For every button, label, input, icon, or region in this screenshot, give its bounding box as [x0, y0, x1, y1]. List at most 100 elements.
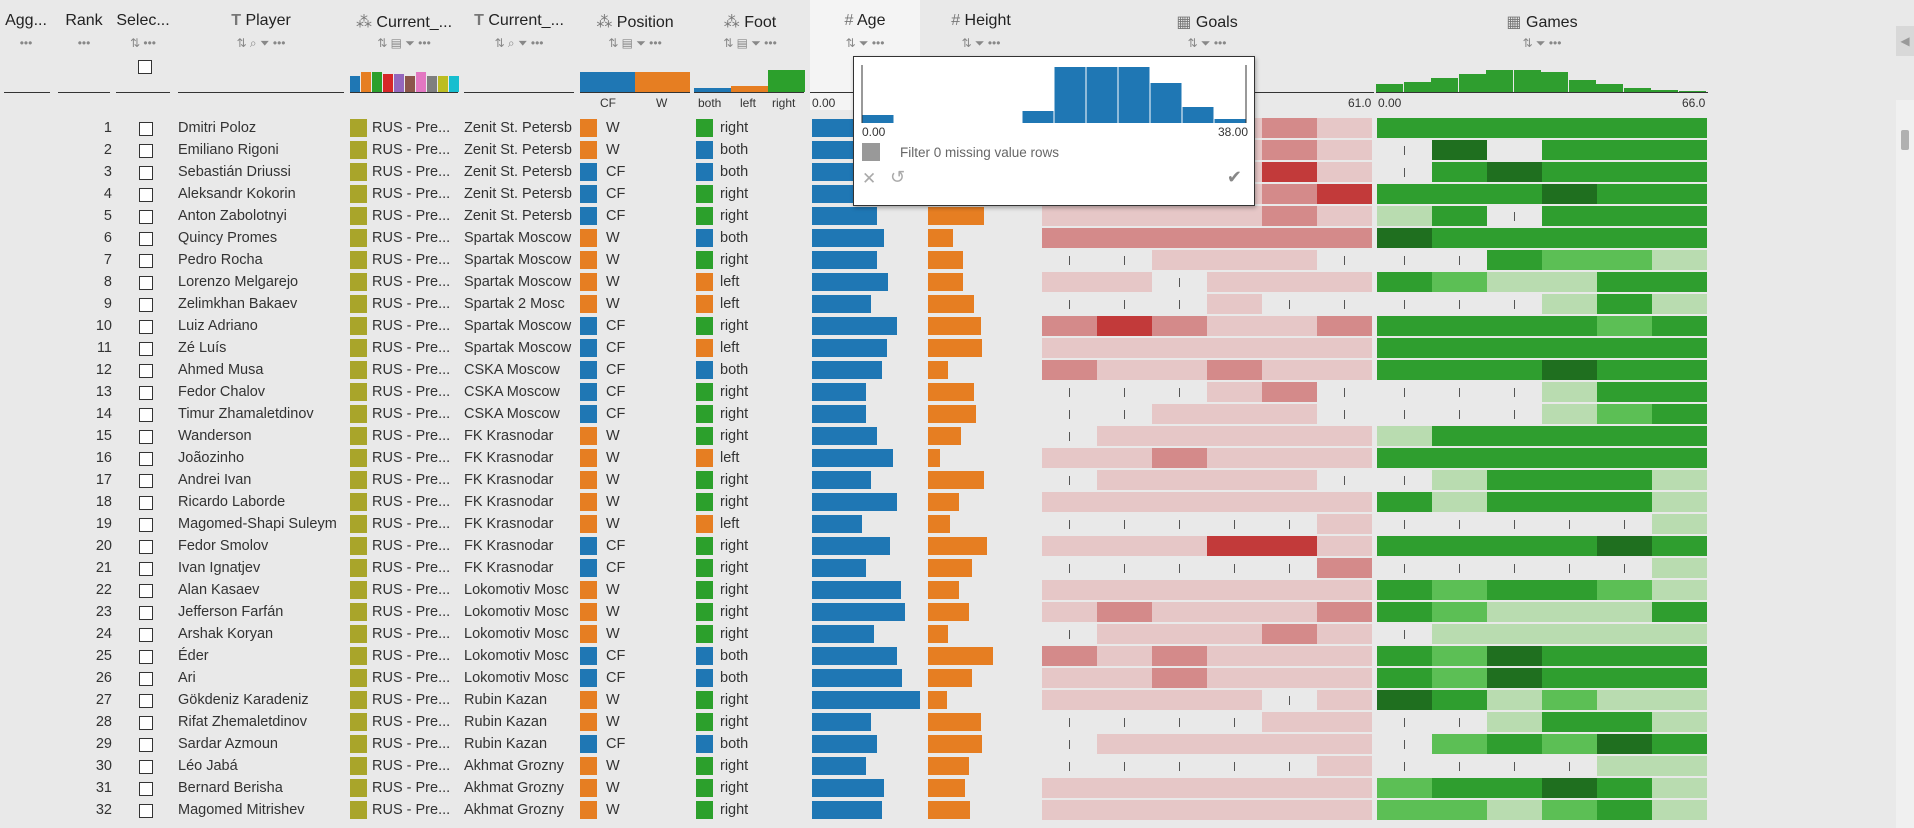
- league-summary-bar[interactable]: [383, 74, 393, 92]
- row-checkbox[interactable]: [139, 254, 153, 268]
- header-player[interactable]: T Player ⇅ ⌕ ⏷ •••: [176, 0, 346, 110]
- table-row[interactable]: 10 Luiz Adriano RUS - Pre... Spartak Moscow…: [0, 315, 1708, 337]
- row-checkbox[interactable]: [139, 276, 153, 290]
- header-current-league[interactable]: ⁂ Current_... ⇅ ▤ ⏷ •••: [348, 0, 460, 110]
- row-checkbox[interactable]: [139, 650, 153, 664]
- table-row[interactable]: 29 Sardar Azmoun RUS - Pre... Rubin Kazan CF…: [0, 733, 1708, 755]
- row-checkbox[interactable]: [139, 738, 153, 752]
- table-row[interactable]: 13 Fedor Chalov RUS - Pre... CSKA Moscow CF r…: [0, 381, 1708, 403]
- row-checkbox[interactable]: [139, 298, 153, 312]
- header-select[interactable]: Selec... ⇅ •••: [114, 0, 172, 110]
- row-checkbox[interactable]: [139, 452, 153, 466]
- table-row[interactable]: 25 Éder RUS - Pre... Lokomotiv Mosc CF both: [0, 645, 1708, 667]
- table-row[interactable]: 6 Quincy Promes RUS - Pre... Spartak Moscow…: [0, 227, 1708, 249]
- age-histogram[interactable]: [854, 57, 1254, 137]
- foot-summary-left[interactable]: [731, 86, 768, 92]
- missing-values-checkbox[interactable]: [862, 143, 880, 161]
- foot-summary-right[interactable]: [768, 70, 805, 92]
- header-rank[interactable]: Rank •••: [56, 0, 112, 110]
- header-tools[interactable]: ⇅ ⌕ ⏷ •••: [236, 36, 286, 50]
- vertical-scrollbar[interactable]: [1896, 100, 1914, 828]
- league-summary-bar[interactable]: [350, 76, 360, 92]
- league-summary-bar[interactable]: [427, 76, 437, 92]
- table-row[interactable]: 5 Anton Zabolotnyi RUS - Pre... Zenit St. P…: [0, 205, 1708, 227]
- header-tools[interactable]: ⇅ ⏷ •••: [845, 36, 885, 50]
- league-summary-bar[interactable]: [416, 72, 426, 92]
- league-summary-bar[interactable]: [361, 72, 371, 92]
- position-summary-cf[interactable]: [580, 72, 635, 92]
- row-checkbox[interactable]: [139, 628, 153, 642]
- confirm-check-icon[interactable]: ✔: [1226, 167, 1242, 187]
- row-checkbox[interactable]: [139, 606, 153, 620]
- header-tools[interactable]: ⇅ ⌕ ⏷ •••: [494, 36, 544, 50]
- table-row[interactable]: 22 Alan Kasaev RUS - Pre... Lokomotiv Mosc W…: [0, 579, 1708, 601]
- table-row[interactable]: 28 Rifat Zhemaletdinov RUS - Pre... Rubin K…: [0, 711, 1708, 733]
- row-checkbox[interactable]: [139, 694, 153, 708]
- row-checkbox[interactable]: [139, 342, 153, 356]
- header-height[interactable]: # Height ⇅ ⏷ •••: [926, 0, 1036, 110]
- league-summary-bar[interactable]: [449, 76, 459, 92]
- league-summary-bar[interactable]: [438, 76, 448, 92]
- row-checkbox[interactable]: [139, 232, 153, 246]
- table-row[interactable]: 19 Magomed-Shapi Suleym RUS - Pre... FK Kra…: [0, 513, 1708, 535]
- row-checkbox[interactable]: [139, 320, 153, 334]
- header-tools[interactable]: ⇅ ▤ ⏷ •••: [723, 36, 777, 50]
- table-row[interactable]: 24 Arshak Koryan RUS - Pre... Lokomotiv Mos…: [0, 623, 1708, 645]
- table-row[interactable]: 23 Jefferson Farfán RUS - Pre... Lokomotiv …: [0, 601, 1708, 623]
- scrollbar-thumb[interactable]: [1901, 130, 1909, 150]
- table-row[interactable]: 8 Lorenzo Melgarejo RUS - Pre... Spartak Mo…: [0, 271, 1708, 293]
- table-row[interactable]: 14 Timur Zhamaletdinov RUS - Pre... CSKA Mo…: [0, 403, 1708, 425]
- league-summary-bar[interactable]: [405, 76, 415, 92]
- header-games[interactable]: ▦ Games ⇅ ⏷ •••: [1376, 0, 1708, 110]
- header-position[interactable]: ⁂ Position ⇅ ▤ ⏷ •••: [578, 0, 692, 110]
- table-row[interactable]: 21 Ivan Ignatjev RUS - Pre... FK Krasnodar C…: [0, 557, 1708, 579]
- row-checkbox[interactable]: [139, 496, 153, 510]
- row-checkbox[interactable]: [139, 210, 153, 224]
- table-row[interactable]: 9 Zelimkhan Bakaev RUS - Pre... Spartak 2 M…: [0, 293, 1708, 315]
- row-checkbox[interactable]: [139, 166, 153, 180]
- table-row[interactable]: 11 Zé Luís RUS - Pre... Spartak Moscow CF lef…: [0, 337, 1708, 359]
- table-row[interactable]: 27 Gökdeniz Karadeniz RUS - Pre... Rubin Ka…: [0, 689, 1708, 711]
- header-foot[interactable]: ⁂ Foot ⇅ ▤ ⏷ •••: [694, 0, 806, 110]
- row-checkbox[interactable]: [139, 474, 153, 488]
- header-tools[interactable]: ⇅ ▤ ⏷ •••: [608, 36, 662, 50]
- league-summary-bars[interactable]: [350, 72, 460, 92]
- table-row[interactable]: 26 Ari RUS - Pre... Lokomotiv Mosc CF both: [0, 667, 1708, 689]
- table-row[interactable]: 20 Fedor Smolov RUS - Pre... FK Krasnodar CF…: [0, 535, 1708, 557]
- header-tools[interactable]: ⇅ ⏷ •••: [1522, 36, 1562, 50]
- row-checkbox[interactable]: [139, 760, 153, 774]
- table-row[interactable]: 18 Ricardo Laborde RUS - Pre... FK Krasnoda…: [0, 491, 1708, 513]
- row-checkbox[interactable]: [139, 430, 153, 444]
- header-tools[interactable]: ⇅ ⏷ •••: [1187, 36, 1227, 50]
- table-row[interactable]: 12 Ahmed Musa RUS - Pre... CSKA Moscow CF bot…: [0, 359, 1708, 381]
- foot-summary-both[interactable]: [694, 88, 731, 92]
- league-summary-bar[interactable]: [372, 72, 382, 92]
- more-icon[interactable]: •••: [19, 36, 33, 50]
- row-checkbox[interactable]: [139, 804, 153, 818]
- row-checkbox[interactable]: [139, 518, 153, 532]
- league-summary-bar[interactable]: [394, 74, 404, 92]
- age-filter-popup[interactable]: 0.00 38.00 Filter 0 missing value rows ✕…: [853, 56, 1255, 206]
- row-checkbox[interactable]: [139, 364, 153, 378]
- sort-icon[interactable]: ⇅ •••: [130, 36, 156, 50]
- reset-icon[interactable]: ↺: [890, 167, 906, 187]
- select-all-checkbox[interactable]: [138, 60, 152, 74]
- header-tools[interactable]: ⇅ ▤ ⏷ •••: [377, 36, 431, 50]
- row-checkbox[interactable]: [139, 540, 153, 554]
- position-summary-w[interactable]: [635, 72, 690, 92]
- header-agg[interactable]: Agg... •••: [0, 0, 52, 110]
- table-row[interactable]: 32 Magomed Mitrishev RUS - Pre... Akhmat Gr…: [0, 799, 1708, 821]
- close-icon[interactable]: ✕: [862, 169, 877, 188]
- table-row[interactable]: 31 Bernard Berisha RUS - Pre... Akhmat Groz…: [0, 777, 1708, 799]
- row-checkbox[interactable]: [139, 672, 153, 686]
- row-checkbox[interactable]: [139, 408, 153, 422]
- games-summary-histogram[interactable]: [1376, 66, 1708, 92]
- header-current-club[interactable]: T Current_... ⇅ ⌕ ⏷ •••: [462, 0, 576, 110]
- row-checkbox[interactable]: [139, 122, 153, 136]
- row-checkbox[interactable]: [139, 386, 153, 400]
